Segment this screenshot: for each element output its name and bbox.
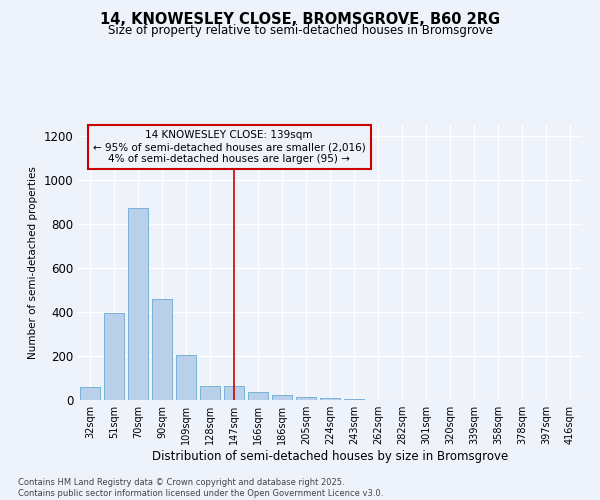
- Bar: [128, 208, 148, 400]
- Bar: [152, 299, 172, 400]
- Text: Size of property relative to semi-detached houses in Bromsgrove: Size of property relative to semi-detach…: [107, 24, 493, 37]
- Text: Contains HM Land Registry data © Crown copyright and database right 2025.
Contai: Contains HM Land Registry data © Crown c…: [18, 478, 383, 498]
- X-axis label: Distribution of semi-detached houses by size in Bromsgrove: Distribution of semi-detached houses by …: [152, 450, 508, 463]
- Bar: [104, 313, 124, 400]
- Y-axis label: Number of semi-detached properties: Number of semi-detached properties: [28, 166, 38, 359]
- Bar: [200, 386, 220, 400]
- Bar: [176, 355, 196, 400]
- Bar: [80, 387, 100, 400]
- Bar: [320, 398, 340, 400]
- Text: 14 KNOWESLEY CLOSE: 139sqm
← 95% of semi-detached houses are smaller (2,016)
4% : 14 KNOWESLEY CLOSE: 139sqm ← 95% of semi…: [93, 130, 365, 164]
- Bar: [248, 392, 268, 400]
- Bar: [224, 386, 244, 400]
- Bar: [272, 394, 292, 400]
- Bar: [296, 396, 316, 400]
- Text: 14, KNOWESLEY CLOSE, BROMSGROVE, B60 2RG: 14, KNOWESLEY CLOSE, BROMSGROVE, B60 2RG: [100, 12, 500, 28]
